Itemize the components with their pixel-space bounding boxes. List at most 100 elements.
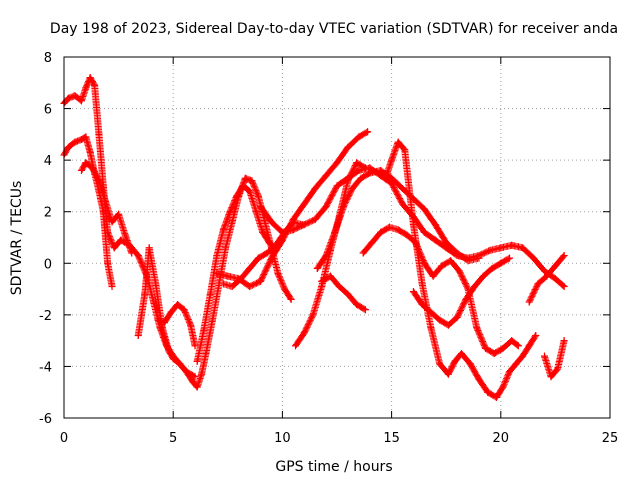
- data-point: [259, 228, 267, 236]
- data-point: [447, 257, 455, 265]
- data-point: [473, 324, 481, 332]
- x-tick-label: 20: [493, 431, 510, 446]
- data-point: [560, 252, 568, 260]
- data-point: [492, 393, 500, 401]
- data-point: [200, 326, 208, 334]
- data-point: [438, 262, 446, 270]
- data-point: [403, 231, 411, 239]
- data-point: [241, 174, 249, 182]
- data-point: [484, 388, 492, 396]
- y-tick-label: 8: [44, 51, 52, 66]
- data-point: [364, 128, 372, 136]
- data-point: [64, 143, 72, 151]
- data-point: [455, 267, 463, 275]
- data-point: [368, 239, 376, 247]
- data-point: [444, 370, 452, 378]
- data-point: [532, 331, 540, 339]
- data-point: [145, 244, 153, 252]
- data-point: [499, 383, 507, 391]
- x-tick-label: 5: [169, 431, 177, 446]
- data-point: [134, 331, 142, 339]
- data-point: [344, 290, 352, 298]
- data-point: [361, 306, 369, 314]
- data-point: [497, 259, 505, 267]
- data-point: [420, 259, 428, 267]
- data-point: [508, 337, 516, 345]
- data-point: [246, 264, 254, 272]
- data-point: [158, 324, 166, 332]
- data-point: [176, 360, 184, 368]
- data-point: [189, 378, 197, 386]
- series-track-q: [540, 337, 568, 381]
- data-point: [436, 360, 444, 368]
- data-point: [219, 226, 227, 234]
- data-point: [174, 301, 182, 309]
- data-point: [311, 185, 319, 193]
- data-point: [248, 177, 256, 185]
- data-point: [226, 208, 234, 216]
- data-point: [257, 277, 265, 285]
- data-point: [141, 290, 149, 298]
- data-point: [154, 316, 162, 324]
- data-point: [101, 197, 109, 205]
- data-point: [117, 236, 125, 244]
- data-point: [193, 357, 201, 365]
- data-point: [431, 236, 439, 244]
- data-point: [462, 295, 470, 303]
- data-point: [82, 159, 90, 167]
- data-point: [235, 275, 243, 283]
- x-axis-label: GPS time / hours: [275, 459, 392, 475]
- data-point: [361, 164, 369, 172]
- data-point: [560, 282, 568, 290]
- data-point: [263, 249, 271, 257]
- data-point: [213, 252, 221, 260]
- data-point: [311, 215, 319, 223]
- data-point: [436, 316, 444, 324]
- data-point: [457, 350, 465, 358]
- data-point: [71, 138, 79, 146]
- data-point: [344, 177, 352, 185]
- data-point: [355, 133, 363, 141]
- data-point: [508, 241, 516, 249]
- data-point: [488, 264, 496, 272]
- data-point: [525, 298, 533, 306]
- data-point: [519, 244, 527, 252]
- data-point: [471, 282, 479, 290]
- data-point: [246, 187, 254, 195]
- data-point: [289, 215, 297, 223]
- data-point: [222, 244, 230, 252]
- data-point: [86, 74, 94, 82]
- series-track-d: [134, 174, 295, 391]
- data-point: [420, 205, 428, 213]
- data-point: [560, 337, 568, 345]
- data-point: [152, 280, 160, 288]
- series-track-f: [193, 182, 286, 365]
- data-point: [278, 228, 286, 236]
- series-track-p: [525, 252, 568, 306]
- data-point: [359, 249, 367, 257]
- data-point: [475, 375, 483, 383]
- data-point: [104, 259, 112, 267]
- data-point: [409, 288, 417, 296]
- data-point: [165, 347, 173, 355]
- data-point: [401, 146, 409, 154]
- series-track-e: [154, 301, 199, 350]
- data-point: [88, 164, 96, 172]
- data-point: [429, 272, 437, 280]
- data-point: [442, 239, 450, 247]
- data-point: [399, 185, 407, 193]
- data-point: [115, 210, 123, 218]
- data-point: [388, 174, 396, 182]
- data-point: [540, 267, 548, 275]
- data-point: [108, 218, 116, 226]
- data-point: [399, 200, 407, 208]
- data-point: [551, 275, 559, 283]
- y-tick-label: 2: [44, 206, 52, 221]
- data-point: [479, 272, 487, 280]
- data-point: [451, 357, 459, 365]
- data-point: [77, 136, 85, 144]
- data-point: [409, 221, 417, 229]
- data-point: [322, 252, 330, 260]
- data-point: [95, 177, 103, 185]
